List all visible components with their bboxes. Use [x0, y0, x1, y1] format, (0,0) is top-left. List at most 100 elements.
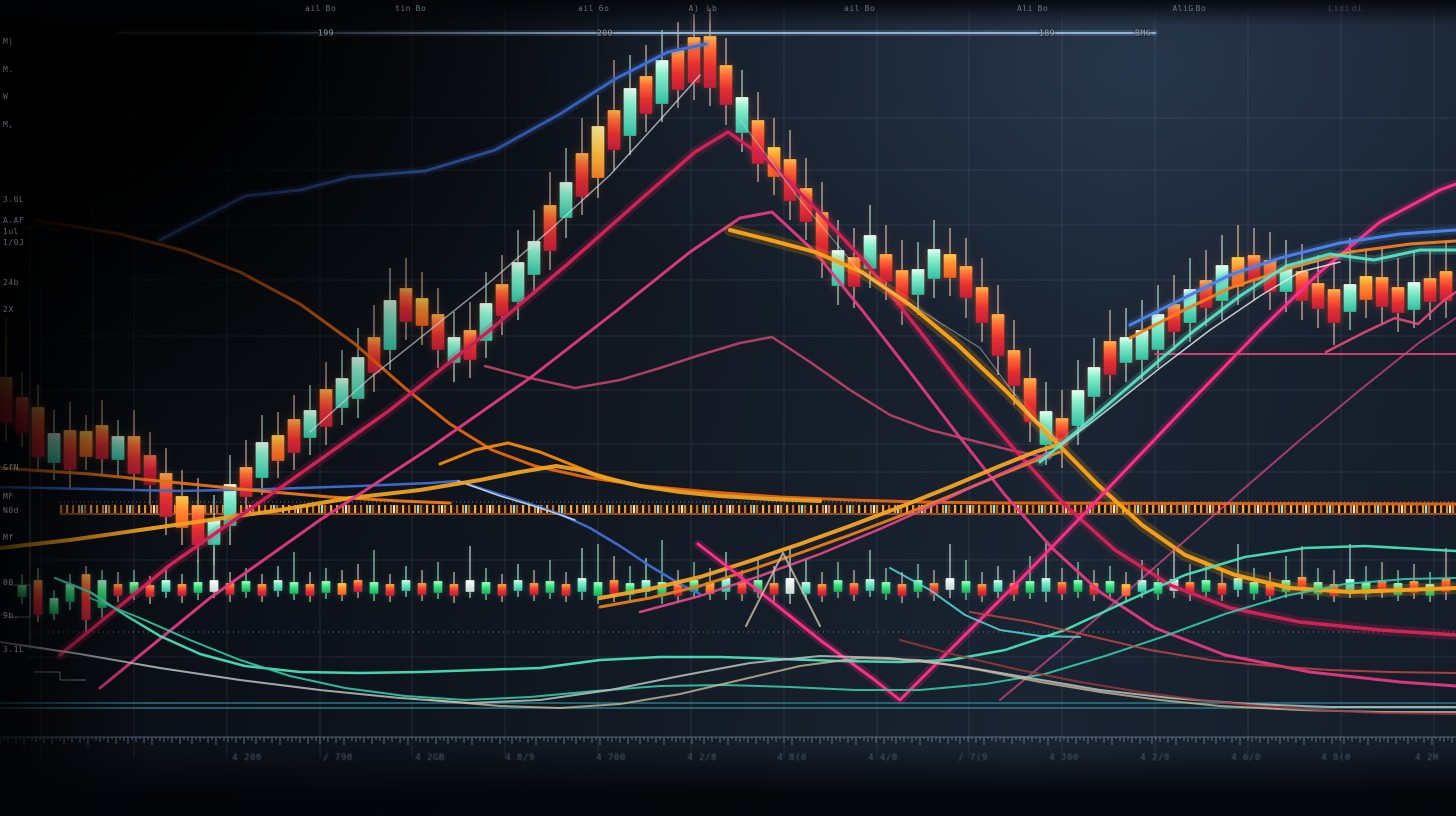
candle-body [1249, 581, 1259, 595]
candle-body [609, 579, 619, 595]
candle-body [1423, 277, 1437, 303]
candle-body [449, 583, 459, 597]
candle-body [769, 582, 779, 596]
candle-body [1119, 336, 1133, 364]
candle-body [17, 584, 27, 598]
candle-body [1025, 580, 1035, 594]
candle-body [0, 376, 13, 424]
candle-body [1135, 329, 1149, 361]
candle-body [545, 580, 555, 594]
candle-body [593, 581, 603, 597]
candle-body [1233, 577, 1243, 591]
candle-body [257, 583, 267, 597]
candle-body [63, 429, 77, 471]
candle-body [961, 580, 971, 594]
candle-body [1375, 276, 1389, 308]
candle-body [1105, 580, 1115, 594]
pink-bundle [638, 450, 1052, 614]
candle-body [879, 253, 893, 283]
candle-body [1439, 270, 1453, 302]
streak-rise [1057, 261, 1341, 449]
candle-body [81, 573, 91, 621]
red-low-1 [969, 611, 1456, 674]
candle-body [1217, 582, 1227, 596]
candle-body [465, 579, 475, 593]
candle-body [881, 581, 891, 595]
candle-body [161, 579, 171, 593]
candle-body [177, 583, 187, 597]
cyan-descent [889, 567, 1081, 638]
candle-body [95, 424, 109, 460]
candle-body [945, 577, 955, 591]
candle-body [607, 109, 621, 151]
pink-right-low [1324, 290, 1456, 354]
candle-body [47, 432, 61, 464]
candle-body [783, 158, 797, 202]
candle-body [1087, 366, 1101, 398]
candle-body [417, 582, 427, 596]
gray-weave [0, 641, 1456, 708]
red-low-2 [899, 639, 1456, 715]
candle-body [639, 75, 653, 115]
candle-body [527, 240, 541, 276]
candle-body [911, 268, 925, 296]
candle-body [817, 583, 827, 597]
candle-body [255, 441, 269, 479]
candle-body [113, 583, 123, 597]
candle-body [575, 152, 589, 198]
candle-body [943, 253, 957, 279]
candle-body [303, 409, 317, 439]
candle-body [241, 580, 251, 593]
candle-body [337, 582, 347, 596]
candle-body [31, 406, 45, 458]
candle-body [655, 59, 669, 105]
candle-body [287, 418, 301, 454]
candle-body [1391, 286, 1405, 314]
candle-body [543, 204, 557, 252]
panel-indicator [17, 540, 1451, 632]
candle-body [433, 580, 443, 594]
teal-line-1 [53, 544, 1456, 675]
candle-body [111, 435, 125, 461]
candle-body [399, 287, 413, 323]
candle-body [577, 577, 587, 593]
candle-body [401, 579, 411, 592]
candle-body [735, 96, 749, 134]
candle-body [353, 579, 363, 593]
candle-body [897, 583, 907, 597]
candle-body [623, 87, 637, 137]
candle-body [559, 181, 573, 219]
candle-body [33, 579, 43, 616]
orange-right [1128, 239, 1456, 340]
candle-body [513, 579, 523, 592]
candle-body [1311, 282, 1325, 310]
bottom-ruler [0, 736, 1456, 745]
streak-down [739, 119, 1059, 441]
orange-bundle-a [598, 442, 1062, 600]
candle-body [785, 577, 795, 595]
candle-body [1073, 579, 1083, 593]
candle-body [991, 313, 1005, 357]
tan-line [429, 657, 1456, 713]
candle-body [1407, 281, 1421, 311]
candle-body [591, 125, 605, 179]
blue-right [1128, 228, 1456, 327]
candle-body [159, 472, 173, 518]
candle-body [959, 265, 973, 299]
candle-body [79, 430, 93, 458]
candle-body [1057, 581, 1067, 595]
candle-body [1327, 288, 1341, 324]
candle-body [1103, 340, 1117, 376]
yellow-big [728, 228, 1456, 594]
candle-body [497, 583, 507, 597]
gray-triangle-spike [745, 552, 821, 627]
tick-bracket [34, 671, 86, 681]
candle-body [993, 579, 1003, 593]
candle-body [369, 581, 379, 595]
candle-body [1071, 389, 1085, 427]
candle-body [529, 582, 539, 596]
candle-body [209, 579, 219, 593]
teal-line-2 [89, 577, 1456, 701]
candle-body [415, 297, 429, 327]
